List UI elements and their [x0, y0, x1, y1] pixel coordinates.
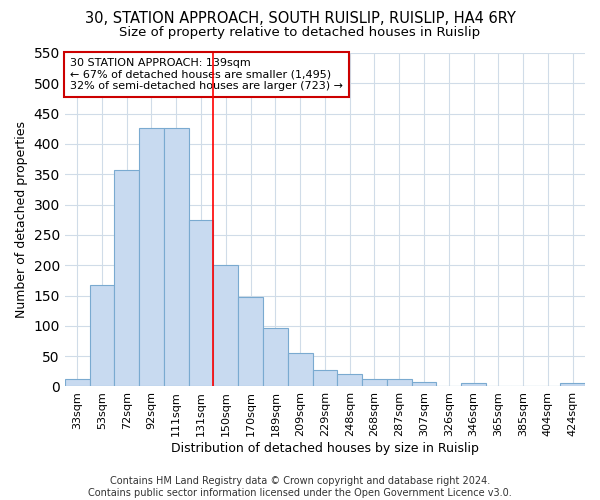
Bar — [188, 220, 214, 386]
Bar — [164, 128, 188, 386]
Bar — [387, 379, 412, 386]
Bar — [337, 374, 362, 386]
Y-axis label: Number of detached properties: Number of detached properties — [15, 121, 28, 318]
X-axis label: Distribution of detached houses by size in Ruislip: Distribution of detached houses by size … — [171, 442, 479, 455]
Text: 30, STATION APPROACH, SOUTH RUISLIP, RUISLIP, HA4 6RY: 30, STATION APPROACH, SOUTH RUISLIP, RUI… — [85, 11, 515, 26]
Bar — [263, 328, 288, 386]
Text: 30 STATION APPROACH: 139sqm
← 67% of detached houses are smaller (1,495)
32% of : 30 STATION APPROACH: 139sqm ← 67% of det… — [70, 58, 343, 91]
Bar — [288, 353, 313, 386]
Bar — [560, 384, 585, 386]
Bar — [139, 128, 164, 386]
Text: Size of property relative to detached houses in Ruislip: Size of property relative to detached ho… — [119, 26, 481, 39]
Bar — [238, 296, 263, 386]
Text: Contains HM Land Registry data © Crown copyright and database right 2024.
Contai: Contains HM Land Registry data © Crown c… — [88, 476, 512, 498]
Bar — [461, 383, 486, 386]
Bar — [412, 382, 436, 386]
Bar — [65, 378, 89, 386]
Bar — [313, 370, 337, 386]
Bar — [89, 284, 115, 386]
Bar — [362, 379, 387, 386]
Bar — [115, 170, 139, 386]
Bar — [214, 265, 238, 386]
